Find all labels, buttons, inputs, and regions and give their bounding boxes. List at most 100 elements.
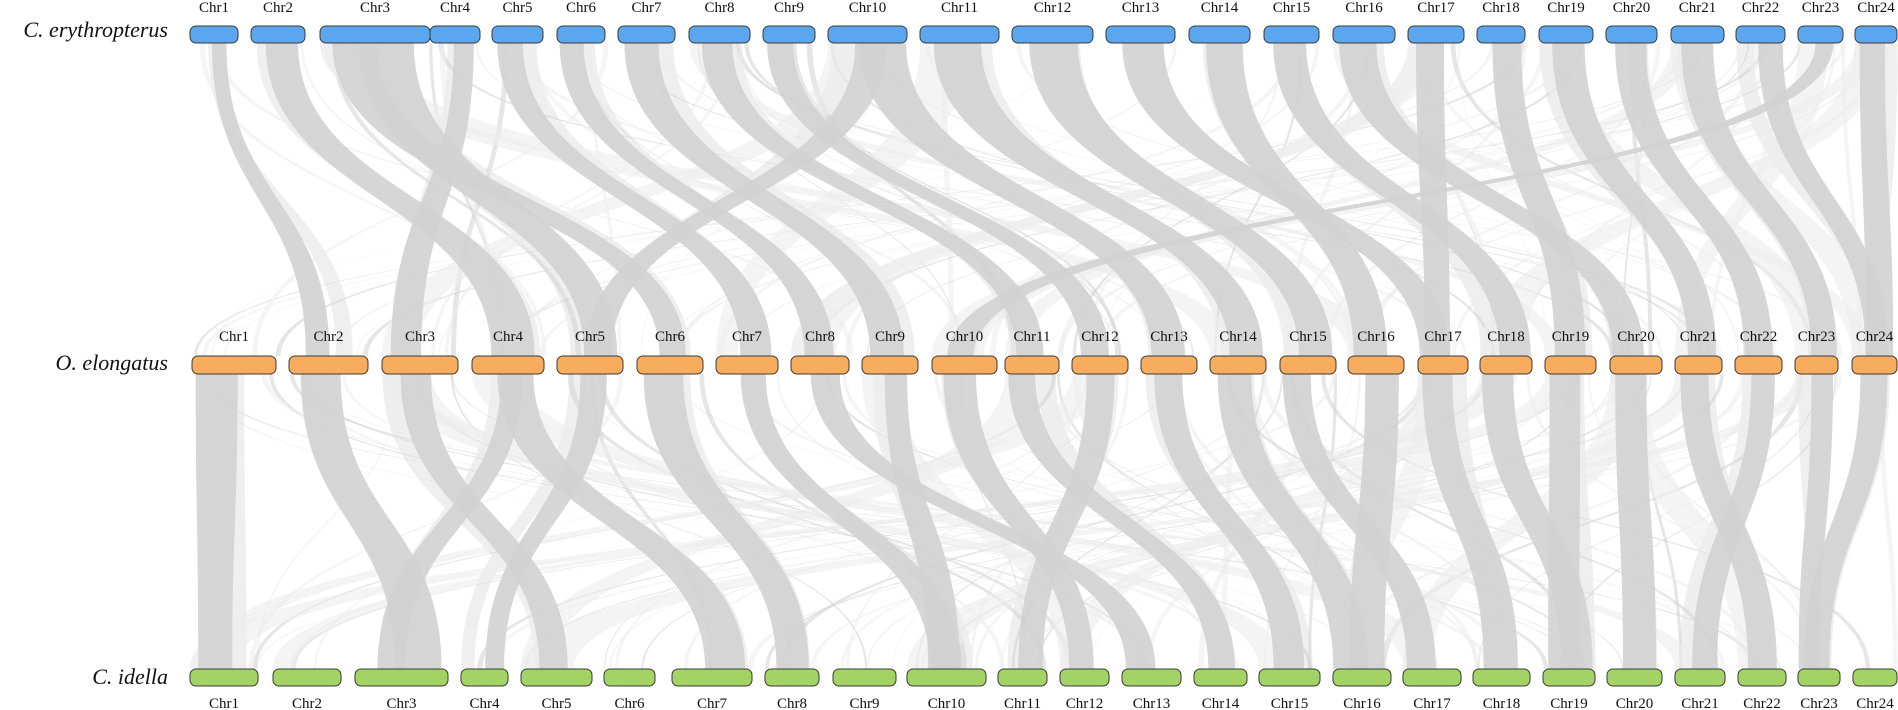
synteny-link — [1416, 43, 1451, 356]
synteny-link — [265, 43, 535, 356]
synteny-link — [934, 374, 1725, 669]
synteny-link — [332, 43, 686, 356]
chromosome-bar — [1605, 25, 1658, 44]
synteny-link — [208, 43, 353, 356]
chromosome-bar — [1332, 25, 1396, 44]
synteny-link — [916, 374, 1284, 669]
species-label-middle: O. elongatus — [56, 350, 168, 375]
chromosome-bar — [671, 668, 753, 687]
chromosome-label: Chr8 — [705, 0, 735, 16]
synteny-link — [884, 374, 960, 669]
synteny-link — [1217, 374, 1368, 669]
synteny-link — [1214, 43, 1303, 356]
chromosome-bar — [1209, 355, 1267, 375]
synteny-link — [400, 374, 568, 669]
synteny-link — [1321, 374, 1870, 669]
synteny-link — [505, 374, 1005, 669]
synteny-link — [497, 374, 746, 669]
synteny-link — [779, 374, 1429, 669]
synteny-link — [195, 374, 238, 669]
chromosome-label: Chr6 — [655, 329, 686, 345]
synteny-link — [1206, 43, 1388, 356]
chromosome-label: Chr7 — [732, 329, 763, 345]
synteny-link — [1339, 43, 1644, 356]
chromosome-bar — [1071, 355, 1129, 375]
chromosome-bar — [1794, 355, 1839, 375]
synteny-link — [740, 374, 962, 669]
chromosome-bar — [1674, 355, 1723, 375]
chromosome-bar — [429, 25, 481, 44]
chromosome-label: Chr11 — [941, 0, 978, 16]
chromosome-label: Chr8 — [777, 696, 807, 710]
chromosome-bar — [636, 355, 704, 375]
chromosome-bar — [790, 355, 850, 375]
chromosome-label: Chr17 — [1417, 0, 1455, 16]
chromosome-bar — [189, 668, 259, 687]
chromosome-bar — [1332, 668, 1392, 687]
synteny-link — [1036, 374, 1235, 669]
chromosome-bar — [715, 355, 779, 375]
chromosome-label: Chr7 — [697, 696, 728, 710]
chromosome-label: Chr13 — [1122, 0, 1160, 16]
chromosome-bar — [354, 668, 449, 687]
synteny-link — [1333, 43, 1869, 356]
chromosome-bar — [381, 355, 459, 375]
synteny-link — [444, 43, 734, 356]
chromosome-label: Chr24 — [1856, 329, 1894, 345]
chromosome-bar — [1735, 25, 1786, 44]
synteny-link — [567, 374, 1047, 669]
chromosome-bar — [189, 25, 239, 44]
synteny-link — [933, 43, 1264, 356]
synteny-link — [1736, 43, 1886, 356]
chromosome-label: Chr22 — [1743, 696, 1781, 710]
synteny-link — [1552, 43, 1717, 356]
chromosome-bar — [1004, 355, 1060, 375]
synteny-link — [1758, 43, 1889, 356]
synteny-link — [934, 374, 1380, 669]
synteny-link — [624, 43, 904, 356]
chromosome-bar — [919, 25, 1000, 44]
chromosome-label: Chr20 — [1617, 329, 1655, 345]
synteny-link — [738, 43, 1103, 356]
chromosome-bar — [1188, 25, 1251, 44]
synteny-link — [792, 43, 1120, 356]
synteny-link — [429, 43, 505, 356]
chromosome-bar — [191, 355, 277, 375]
chromosome-bar — [460, 668, 509, 687]
synteny-link — [1610, 374, 1771, 669]
synteny-link — [1056, 374, 1370, 669]
synteny-link — [1058, 43, 1360, 356]
chromosome-label: Chr9 — [774, 0, 804, 16]
highlighted-synteny-links — [195, 43, 1894, 669]
synteny-link — [1878, 374, 1898, 669]
synteny-link — [840, 374, 1558, 669]
synteny-link — [1419, 43, 1503, 356]
synteny-link — [1526, 374, 1815, 669]
chromosome-bar — [1606, 668, 1663, 687]
chromosome-label: Chr17 — [1424, 329, 1462, 345]
chromosome-bar — [1852, 668, 1898, 687]
chromosome-label: Chr5 — [575, 329, 605, 345]
chromosome-bar — [1011, 25, 1094, 44]
chromosome-bar — [1854, 25, 1898, 44]
synteny-link — [248, 374, 624, 669]
synteny-link — [439, 43, 503, 356]
synteny-link — [1692, 374, 1775, 669]
chromosome-label: Chr10 — [928, 696, 966, 710]
synteny-link — [313, 374, 825, 669]
chromosome-label: Chr9 — [875, 329, 905, 345]
synteny-link — [1029, 43, 1333, 356]
synteny-link — [431, 43, 715, 356]
synteny-link — [974, 374, 1431, 669]
chromosome-label: Chr16 — [1343, 696, 1381, 710]
chromosome-bar — [1417, 355, 1469, 375]
synteny-link — [1615, 43, 1773, 356]
chromosome-bar — [906, 668, 987, 687]
synteny-link — [497, 43, 772, 356]
chromosome-label: Chr24 — [1856, 696, 1894, 710]
synteny-link — [661, 43, 1786, 356]
synteny-link — [1349, 374, 1399, 669]
chromosome-bar — [1851, 355, 1898, 375]
chromosome-bar — [1140, 355, 1198, 375]
